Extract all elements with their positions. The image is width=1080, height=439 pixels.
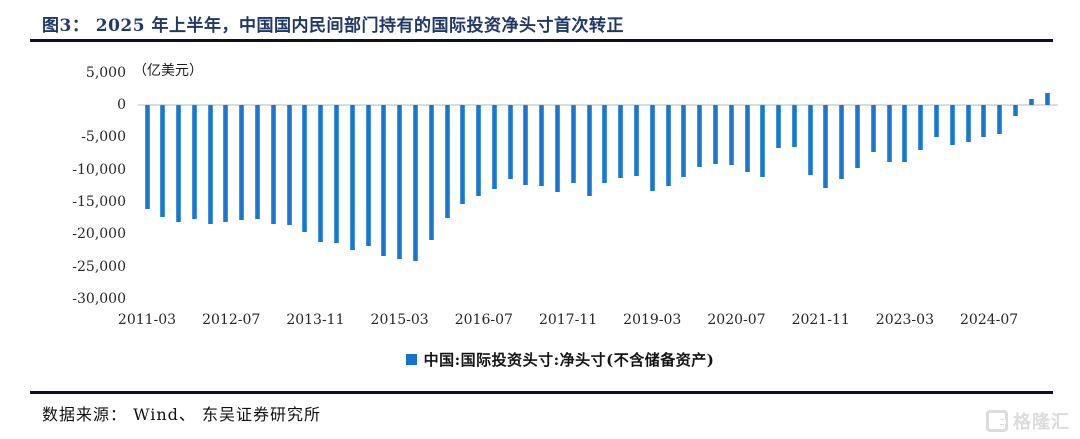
y-tick-label: -20,000 [72, 226, 126, 243]
bar [586, 105, 592, 197]
bar [144, 105, 150, 209]
gelonghui-watermark: 格隆汇 [986, 408, 1070, 434]
bar [333, 105, 339, 243]
bar [523, 105, 529, 186]
x-tick-label: 2017-11 [538, 312, 598, 328]
bar [555, 105, 561, 192]
bar [665, 105, 671, 187]
bar [886, 105, 892, 163]
bar [476, 105, 482, 197]
y-tick-label: 5,000 [85, 64, 126, 81]
bar [412, 105, 418, 262]
x-tick-label: 2011-03 [117, 312, 177, 328]
bar [286, 105, 292, 226]
legend-label: 中国:国际投资头寸:净头寸(不含储备资产) [423, 351, 715, 369]
bar [160, 105, 166, 218]
figure-title: 图3： 2025 年上半年，中国国内民间部门持有的国际投资净头寸首次转正 [42, 16, 624, 36]
bar [191, 105, 197, 219]
bar [933, 105, 939, 137]
data-source-note: 数据来源： Wind、 东吴证券研究所 [42, 405, 322, 424]
bar [491, 105, 497, 189]
bar [176, 105, 182, 222]
x-tick-label: 2013-11 [286, 312, 345, 328]
bar [460, 105, 466, 205]
x-tick-label: 2021-11 [791, 312, 850, 328]
bar [870, 105, 876, 153]
bar [255, 105, 261, 219]
x-tick-label: 2020-07 [707, 312, 766, 328]
bar [649, 105, 655, 191]
bar [444, 105, 450, 219]
bottom-divider [30, 391, 1053, 394]
x-tick-label: 2016-07 [454, 312, 513, 328]
bar [618, 105, 624, 178]
x-tick-label: 2012-07 [202, 312, 261, 328]
bar [918, 105, 924, 150]
bar [507, 105, 513, 179]
bar [949, 105, 955, 146]
bar [570, 105, 576, 184]
y-tick-label: -30,000 [72, 290, 126, 307]
x-tick-label: 2023-03 [875, 312, 934, 328]
bar [902, 105, 908, 163]
bar [681, 105, 687, 178]
axis-unit-label: （亿美元） [133, 63, 203, 79]
bar [349, 105, 355, 251]
bar [791, 105, 797, 147]
bar [270, 105, 276, 224]
bar [539, 105, 545, 187]
bar [602, 105, 608, 184]
bar [207, 105, 213, 224]
bar [744, 105, 750, 172]
x-tick-label: 2015-03 [370, 312, 429, 328]
bar [760, 105, 766, 177]
bar [997, 105, 1003, 135]
bar [318, 105, 324, 242]
y-tick-label: -10,000 [72, 161, 126, 178]
bar [839, 105, 845, 179]
bar [823, 105, 829, 188]
bar [428, 105, 434, 240]
bar [1044, 93, 1050, 105]
zero-axis-line [138, 104, 1058, 106]
bar [855, 105, 861, 169]
legend: 中国:国际投资头寸:净头寸(不含储备资产) [40, 349, 1080, 370]
bar [365, 105, 371, 246]
y-tick-label: -25,000 [72, 258, 126, 275]
bar [1012, 105, 1018, 116]
x-tick-label: 2024-07 [960, 312, 1019, 328]
bar [397, 105, 403, 259]
bar [981, 105, 987, 138]
bar [302, 105, 308, 233]
bar [239, 105, 245, 220]
legend-swatch-icon [405, 354, 417, 365]
bar [633, 105, 639, 177]
bar [1028, 99, 1034, 105]
y-tick-label: 0 [117, 97, 126, 113]
bar [223, 105, 229, 222]
y-tick-label: -15,000 [72, 193, 126, 210]
bar [807, 105, 813, 176]
bar [381, 105, 387, 256]
bar [728, 105, 734, 166]
top-divider [30, 39, 1053, 42]
y-tick-label: -5,000 [81, 129, 126, 146]
bar [697, 105, 703, 168]
gelonghui-logo-icon [986, 410, 1008, 432]
bar [776, 105, 782, 149]
x-tick-label: 2019-03 [623, 312, 682, 328]
bar [712, 105, 718, 164]
watermark-text: 格隆汇 [1013, 412, 1070, 433]
bar [965, 105, 971, 143]
